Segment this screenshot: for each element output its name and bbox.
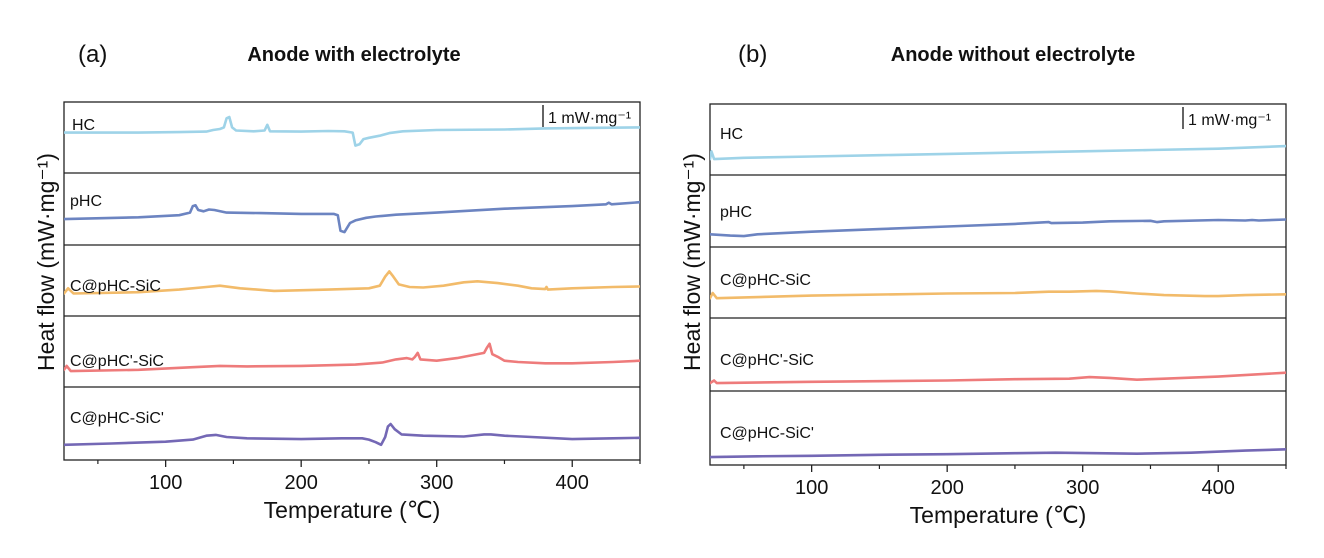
series-label: C@pHC-SiC (720, 272, 811, 289)
series-line (710, 371, 1286, 385)
series-line (64, 200, 640, 234)
panel-b-without-electrolyte: (b) Anode without electrolyte 1 mW·mg⁻¹ HC p… (679, 41, 1287, 528)
panel-title: Anode without electrolyte (891, 44, 1135, 66)
series-line (710, 144, 1286, 161)
panel-title: Anode with electrolyte (247, 44, 460, 66)
x-tick-label: 400 (556, 472, 589, 494)
x-axis-label: Temperature (℃) (910, 502, 1087, 528)
series-line (64, 270, 640, 295)
series-line (710, 448, 1286, 459)
y-axis-label: Heat flow (mW·mg⁻¹) (33, 153, 59, 371)
series-label: HC (72, 117, 95, 134)
scale-bar-label: 1 mW·mg⁻¹ (1188, 112, 1271, 129)
series-label: HC (720, 126, 743, 143)
series-label: C@pHC-SiC' (70, 410, 164, 427)
series-line (64, 342, 640, 373)
x-tick-label: 200 (284, 472, 317, 494)
y-axis-label: Heat flow (mW·mg⁻¹) (679, 153, 705, 371)
x-tick-label: 200 (930, 477, 963, 499)
scale-bar-label: 1 mW·mg⁻¹ (548, 110, 631, 127)
series-label: C@pHC-SiC (70, 278, 161, 295)
x-tick-label: 300 (420, 472, 453, 494)
x-tick-label: 100 (795, 477, 828, 499)
plot-frame (63, 101, 641, 461)
x-tick-label: 100 (149, 472, 182, 494)
series-line (64, 115, 640, 147)
panel-a-with-electrolyte: (a) Anode with electrolyte 1 mW·mg⁻¹ HC pHC C… (33, 41, 641, 523)
plot-frame (709, 103, 1287, 466)
panel-letter: (b) (738, 41, 767, 68)
series-line (710, 289, 1286, 300)
series-label: pHC (720, 204, 752, 221)
series-line (64, 422, 640, 447)
series-label: C@pHC-SiC' (720, 425, 814, 442)
x-tick-label: 400 (1202, 477, 1235, 499)
x-axis-label: Temperature (℃) (264, 497, 441, 523)
x-tick-label: 300 (1066, 477, 1099, 499)
series-line (710, 218, 1286, 238)
series-label: C@pHC'-SiC (720, 352, 814, 369)
panel-letter: (a) (78, 41, 107, 68)
series-label: pHC (70, 193, 102, 210)
series-label: C@pHC'-SiC (70, 353, 164, 370)
